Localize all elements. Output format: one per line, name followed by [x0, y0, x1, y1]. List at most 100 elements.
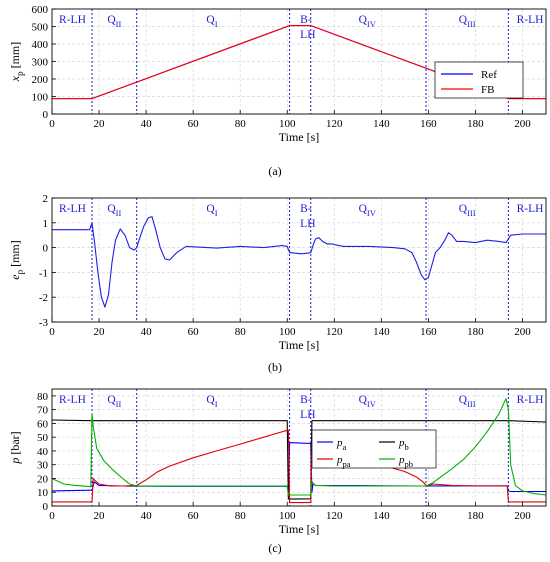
y-tick-label: 50 — [37, 432, 49, 444]
x-tick-label: 140 — [373, 510, 390, 522]
series-line-b — [52, 419, 546, 500]
x-tick-label: 160 — [420, 118, 437, 130]
x-tick-label: 120 — [326, 326, 343, 338]
y-tick-label: 70 — [37, 405, 49, 417]
x-tick-label: 200 — [514, 510, 531, 522]
region-label: R-LH — [517, 394, 544, 406]
x-tick-label: 100 — [279, 118, 296, 130]
region-label: LH — [300, 218, 315, 230]
region-label: B- — [300, 14, 312, 26]
x-tick-label: 140 — [373, 326, 390, 338]
y-tick-label: -3 — [39, 317, 49, 329]
x-tick-label: 80 — [235, 510, 247, 522]
y-tick-label: 0 — [43, 243, 49, 255]
y-tick-label: 40 — [37, 446, 49, 458]
y-tick-label: 400 — [32, 39, 49, 51]
y-tick-label: 30 — [37, 460, 49, 472]
legend-entry: FB — [481, 84, 494, 96]
region-label: QI — [206, 394, 217, 409]
y-tick-label: 60 — [37, 418, 49, 430]
x-tick-label: 60 — [188, 510, 200, 522]
region-label: QIV — [359, 203, 377, 218]
x-tick-label: 0 — [49, 510, 55, 522]
x-tick-label: 180 — [467, 326, 484, 338]
region-label: LH — [300, 409, 315, 421]
region-label: QI — [206, 203, 217, 218]
region-label: QII — [107, 394, 121, 409]
x-axis-label: Time [s] — [279, 522, 320, 536]
legend-box — [434, 61, 524, 99]
x-tick-label: 20 — [94, 118, 106, 130]
x-tick-label: 200 — [514, 118, 531, 130]
legend-entry: ppa — [336, 454, 351, 469]
x-axis-label: Time [s] — [279, 130, 320, 144]
series-group — [52, 398, 546, 504]
y-tick-label: 500 — [32, 22, 49, 34]
y-tick-label: 80 — [37, 391, 49, 403]
y-tick-label: 10 — [37, 487, 49, 499]
y-tick-label: -2 — [39, 292, 48, 304]
y-axis-label: ep [mm] — [8, 240, 25, 280]
plot-frame — [51, 388, 547, 507]
y-tick-label: 100 — [32, 92, 49, 104]
region-label: R-LH — [59, 203, 86, 215]
series-group — [52, 25, 546, 100]
region-label: R-LH — [517, 14, 544, 26]
chart-panel-c: 0 20 40 60 80 100 120 140 160 180 2000102030405060… — [8, 388, 547, 555]
series-line-pb — [52, 398, 546, 496]
x-tick-label: 40 — [141, 118, 153, 130]
chart-panel-b: 0 20 40 60 80 100 120 140 160 180 200 -3 -2 -1 0 1 2 Time… — [8, 193, 547, 374]
panel-caption: (a) — [268, 164, 281, 178]
x-tick-label: 120 — [326, 510, 343, 522]
x-tick-label: 20 — [94, 326, 106, 338]
region-label: B- — [300, 394, 312, 406]
x-tick-label: 80 — [235, 118, 247, 130]
chart-panel-a: 0 20 40 60 80 100 120 140 160 180 200 0 100 200 300 400… — [8, 4, 547, 178]
x-tick-label: 20 — [94, 510, 106, 522]
legend-entry: pa — [336, 437, 347, 452]
y-tick-label: 0 — [43, 501, 49, 513]
x-tick-label: 180 — [467, 118, 484, 130]
y-tick-label: 200 — [32, 74, 49, 86]
region-label: QIII — [459, 203, 476, 218]
x-tick-label: 40 — [141, 510, 153, 522]
y-tick-label: 300 — [32, 57, 49, 69]
y-tick-label: -1 — [39, 267, 48, 279]
legend-entry: Ref — [481, 69, 497, 81]
y-tick-label: 20 — [37, 473, 49, 485]
region-label: QIV — [359, 14, 377, 29]
x-tick-label: 40 — [141, 326, 153, 338]
legend-entry: ppb — [398, 454, 413, 469]
region-label: QII — [107, 14, 121, 29]
region-label: R-LH — [517, 203, 544, 215]
y-axis-label: p [bar] — [8, 431, 22, 464]
region-label: R-LH — [59, 394, 86, 406]
legend-box — [311, 429, 437, 469]
x-tick-label: 0 — [49, 118, 55, 130]
region-label: B- — [300, 203, 312, 215]
x-tick-label: 80 — [235, 326, 247, 338]
y-tick-label: 2 — [43, 193, 49, 205]
x-tick-label: 60 — [188, 326, 200, 338]
series-line-0 — [52, 216, 546, 308]
region-label: R-LH — [59, 14, 86, 26]
x-axis-label: Time [s] — [279, 338, 320, 352]
region-label: QII — [107, 203, 121, 218]
plot-frame — [51, 197, 547, 323]
series-line-FB — [52, 25, 546, 100]
panel-caption: (b) — [268, 360, 282, 374]
y-tick-label: 0 — [43, 109, 49, 121]
panel-caption: (c) — [268, 541, 281, 555]
series-group — [52, 216, 546, 308]
y-axis-label: xp [mm] — [8, 42, 25, 83]
region-label: LH — [300, 29, 315, 41]
x-tick-label: 140 — [373, 118, 390, 130]
region-label: QI — [206, 14, 217, 29]
y-tick-label: 600 — [32, 4, 49, 16]
x-tick-label: 0 — [49, 326, 55, 338]
region-label: QIV — [359, 394, 377, 409]
region-label: QIII — [459, 14, 476, 29]
y-tick-label: 1 — [43, 218, 49, 230]
x-tick-label: 100 — [279, 510, 296, 522]
